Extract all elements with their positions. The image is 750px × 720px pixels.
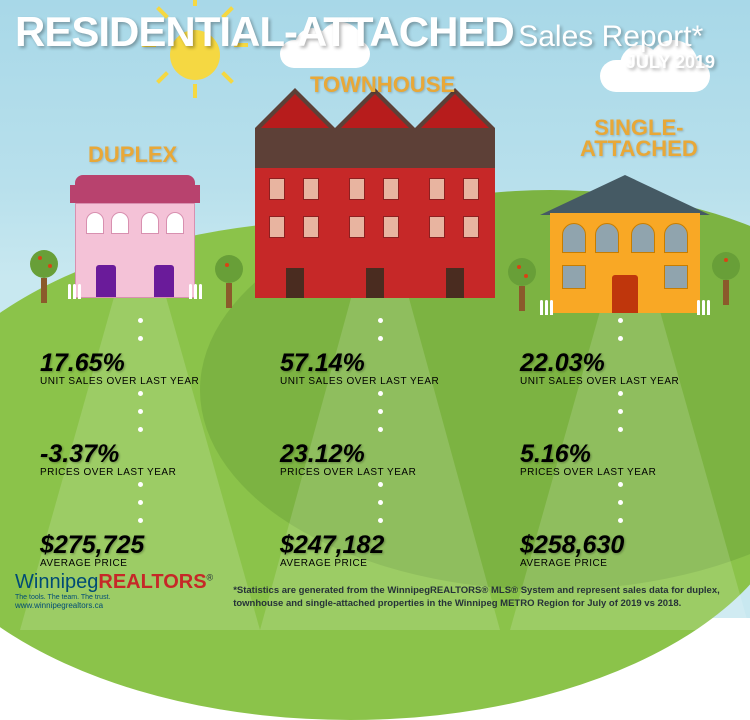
category-label-single: SINGLE-ATTACHED — [580, 118, 698, 160]
stat-label: PRICES OVER LAST YEAR — [40, 467, 240, 478]
stat-label: PRICES OVER LAST YEAR — [280, 467, 480, 478]
stat-value: $275,725 — [40, 531, 240, 560]
title-main: RESIDENTIAL-ATTACHED — [15, 8, 514, 55]
category-label-duplex: DUPLEX — [88, 142, 177, 168]
title-date: JULY 2019 — [15, 52, 735, 73]
stats-column: 22.03%UNIT SALES OVER LAST YEAR 5.16%PRIC… — [520, 318, 720, 573]
stat-value: $258,630 — [520, 531, 720, 560]
logo-url: www.winnipegrealtors.ca — [15, 601, 213, 610]
footer: WinnipegREALTORS® The tools. The team. T… — [15, 571, 735, 610]
stat-value: 57.14% — [280, 349, 480, 378]
stat-label: PRICES OVER LAST YEAR — [520, 467, 720, 478]
tree-icon — [215, 255, 243, 308]
townhouse-icon — [255, 128, 495, 298]
stat-value: 17.65% — [40, 349, 240, 378]
duplex-house-icon — [70, 185, 200, 298]
logo-text: Winnipeg — [15, 571, 98, 593]
stat-value: $247,182 — [280, 531, 480, 560]
stat-label: UNIT SALES OVER LAST YEAR — [280, 376, 480, 387]
category-label-townhouse: TOWNHOUSE — [310, 72, 455, 98]
infographic: RESIDENTIAL-ATTACHED Sales Report* JULY … — [0, 0, 750, 618]
stat-label: UNIT SALES OVER LAST YEAR — [40, 376, 240, 387]
disclaimer-text: *Statistics are generated from the Winni… — [233, 585, 735, 610]
tree-icon — [712, 252, 740, 305]
report-title: RESIDENTIAL-ATTACHED Sales Report* JULY … — [15, 8, 735, 73]
stat-value: 5.16% — [520, 440, 720, 469]
stats-column: 57.14%UNIT SALES OVER LAST YEAR 23.12%PRI… — [280, 318, 480, 573]
stats-column: 17.65%UNIT SALES OVER LAST YEAR -3.37%PRI… — [40, 318, 240, 573]
tree-icon — [508, 258, 536, 311]
stat-value: 22.03% — [520, 349, 720, 378]
stat-value: -3.37% — [40, 440, 240, 469]
single-attached-house-icon — [540, 175, 710, 313]
logo: WinnipegREALTORS® The tools. The team. T… — [15, 571, 213, 610]
logo-tagline: The tools. The team. The trust. — [15, 594, 213, 601]
tree-icon — [30, 250, 58, 303]
stat-value: 23.12% — [280, 440, 480, 469]
title-sub: Sales Report* — [518, 20, 703, 53]
stat-label: UNIT SALES OVER LAST YEAR — [520, 376, 720, 387]
logo-text: REALTORS — [98, 571, 206, 593]
